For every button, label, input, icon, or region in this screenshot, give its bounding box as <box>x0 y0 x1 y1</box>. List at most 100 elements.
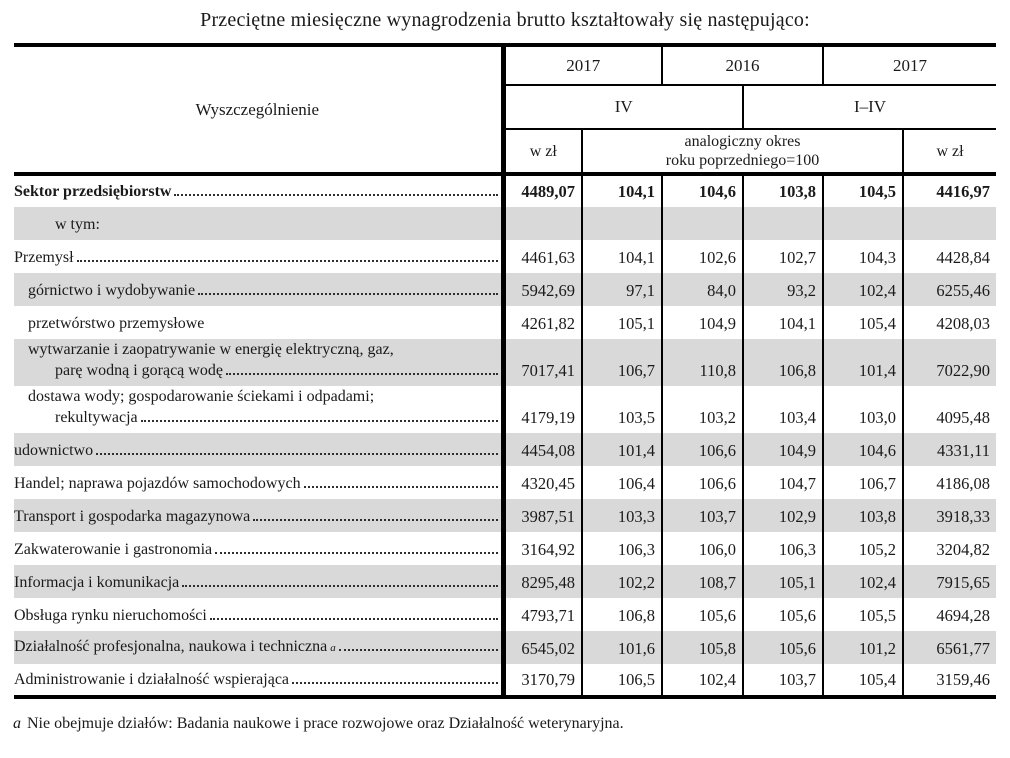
cell-value: 103,5 <box>581 386 662 433</box>
cell-value: 105,4 <box>822 664 903 697</box>
cell-value: 103,8 <box>742 174 823 207</box>
leader-dots <box>215 552 498 554</box>
cell-value: 5942,69 <box>521 281 575 300</box>
table-row: dostawa wody; gospodarowanie ściekami i … <box>14 386 996 433</box>
table-row: wytwarzanie i zaopatrywanie w energię el… <box>14 339 996 386</box>
cell-value: 104,7 <box>742 466 823 499</box>
header-index-label: analogiczny okres roku poprzedniego=100 <box>581 129 903 176</box>
cell-value <box>902 207 996 240</box>
row-label: Przemysł <box>14 240 506 273</box>
row-label-text: Przemysł <box>14 249 74 266</box>
row-label: Obsługa rynku nieruchomości <box>14 598 506 631</box>
table-row: Informacja i komunikacja 8295,48 102,2 108,… <box>14 565 996 598</box>
footnote-reference: a <box>330 642 336 654</box>
table-row: Przemysł 4461,63 104,1 102,6 102,7 104,3 4428,… <box>14 240 996 273</box>
header-period-i-iv: I–IV <box>742 85 996 130</box>
cell-value: 3987,51 <box>521 507 575 526</box>
cell-value: 6255,46 <box>902 273 996 306</box>
cell-value: 104,1 <box>742 306 823 339</box>
row-label-text: rekultywacja <box>55 409 138 426</box>
cell-value: 103,4 <box>742 386 823 433</box>
cell-value: 4261,82 <box>521 314 575 333</box>
header-year-2016: 2016 <box>661 45 823 86</box>
cell-value: 3159,46 <box>902 664 996 697</box>
cell-value: 7022,90 <box>902 339 996 386</box>
table-row: Działalność profesjonalna, naukowa i tec… <box>14 631 996 664</box>
row-label-text: Transport i gospodarka magazynowa <box>14 508 251 525</box>
cell-value: 105,1 <box>581 306 662 339</box>
cell-value: 102,4 <box>661 664 743 697</box>
row-label: przetwórstwo przemysłowe <box>14 306 506 339</box>
cell-value: 3204,82 <box>902 532 996 565</box>
table-row: Zakwaterowanie i gastronomia 3164,92 106,3… <box>14 532 996 565</box>
cell-value: 104,1 <box>581 240 662 273</box>
cell-value: 6545,02 <box>521 639 575 658</box>
cell-value: 103,0 <box>822 386 903 433</box>
cell-value: 104,3 <box>822 240 903 273</box>
leader-dots <box>140 420 498 422</box>
cell-value: 105,1 <box>742 565 823 598</box>
cell-value: 104,1 <box>581 174 662 207</box>
row-label-text: udownictwo <box>14 442 94 459</box>
cell-value: 101,4 <box>822 339 903 386</box>
cell-value: 4694,28 <box>902 598 996 631</box>
cell-value: 106,5 <box>581 664 662 697</box>
header-year-2017-i-iv: 2017 <box>822 45 996 86</box>
footnote-text: Nie obejmuje działów: Badania naukowe i … <box>27 715 624 732</box>
header-col-label: Wyszczególnienie <box>14 45 506 176</box>
row-label: Informacja i komunikacja <box>14 565 506 598</box>
cell-value: 104,6 <box>822 433 903 466</box>
header-index-line2: roku poprzedniego=100 <box>665 152 820 169</box>
leader-dots <box>338 649 498 651</box>
row-label-text: Obsługa rynku nieruchomości <box>14 607 207 624</box>
cell-value: 4461,63 <box>521 248 575 267</box>
cell-value: 104,9 <box>742 433 823 466</box>
row-label-text: parę wodną i gorącą wodę <box>55 362 223 379</box>
cell-value: 6561,77 <box>902 631 996 664</box>
leader-dots <box>225 373 498 375</box>
row-label-text: Działalność profesjonalna, naukowa i tec… <box>14 638 328 655</box>
cell-value: 93,2 <box>742 273 823 306</box>
cell-value: 104,9 <box>661 306 743 339</box>
cell-value: 4793,71 <box>521 606 575 625</box>
row-label: wytwarzanie i zaopatrywanie w energię el… <box>14 339 506 386</box>
cell-value: 3918,33 <box>902 499 996 532</box>
table-body: Sektor przedsiębiorstw 4489,07 104,1 104,6 1… <box>14 174 996 697</box>
cell-value: 105,6 <box>742 598 823 631</box>
cell-value: 97,1 <box>581 273 662 306</box>
row-label-text: w tym: <box>55 216 100 233</box>
page-title: Przeciętne miesięczne wynagrodzenia brut… <box>200 9 810 31</box>
cell-value: 101,2 <box>822 631 903 664</box>
row-label-text: Administrowanie i działalność wspierając… <box>14 671 290 688</box>
leader-dots <box>209 618 498 620</box>
table-row: w tym: <box>14 207 996 240</box>
cell-value <box>742 207 823 240</box>
cell-value: 105,6 <box>661 598 743 631</box>
table-row: Handel; naprawa pojazdów samochodowych 43… <box>14 466 996 499</box>
cell-value: 106,6 <box>661 466 743 499</box>
cell-value: 101,6 <box>581 631 662 664</box>
cell-value: 106,8 <box>581 598 662 631</box>
cell-value: 4186,08 <box>902 466 996 499</box>
footnote-marker: a <box>13 715 21 732</box>
cell-value <box>822 207 903 240</box>
cell-value: 3170,79 <box>521 670 575 689</box>
row-label-text: Sektor przedsiębiorstw <box>14 183 172 200</box>
row-label-text: Informacja i komunikacja <box>14 574 180 591</box>
leader-dots <box>198 293 498 295</box>
cell-value: 106,7 <box>581 339 662 386</box>
cell-value: 4428,84 <box>902 240 996 273</box>
row-label-text: Handel; naprawa pojazdów samochodowych <box>14 475 301 492</box>
row-label: udownictwo <box>14 433 506 466</box>
cell-value: 4454,08 <box>521 441 575 460</box>
row-label: Handel; naprawa pojazdów samochodowych <box>14 466 506 499</box>
cell-value: 102,7 <box>742 240 823 273</box>
cell-value: 4331,11 <box>902 433 996 466</box>
header-period-iv: IV <box>503 85 743 130</box>
row-label: Zakwaterowanie i gastronomia <box>14 532 506 565</box>
cell-value: 106,3 <box>742 532 823 565</box>
cell-value: 106,6 <box>661 433 743 466</box>
cell-value: 101,4 <box>581 433 662 466</box>
cell-value: 103,7 <box>661 499 743 532</box>
row-label-text: przetwórstwo przemysłowe <box>28 315 205 332</box>
